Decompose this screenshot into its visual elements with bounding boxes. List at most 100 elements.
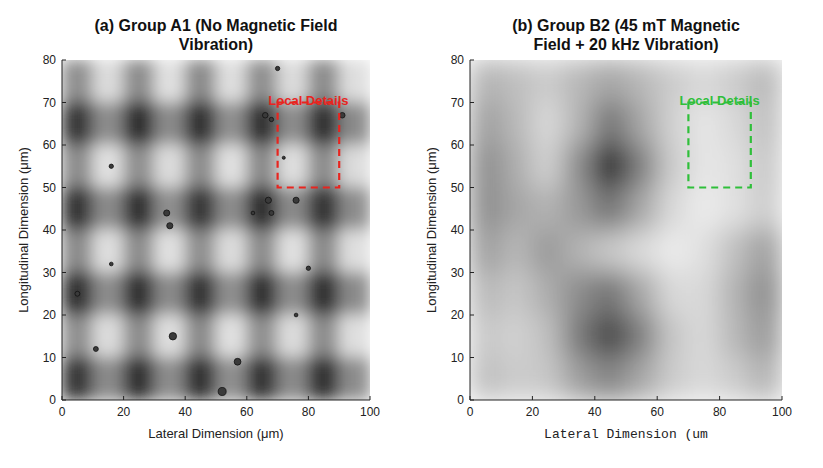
x-tick — [594, 396, 595, 400]
y-tick-label: 30 — [451, 266, 465, 280]
x-axis — [470, 400, 782, 401]
heat-cell — [92, 357, 124, 400]
heat-cell — [246, 187, 278, 231]
y-tick — [62, 272, 66, 273]
heat-cell — [154, 357, 186, 400]
heat-cell — [123, 60, 155, 103]
heat-cell — [594, 60, 626, 103]
x-tick — [308, 396, 309, 400]
heat-cell — [277, 272, 309, 316]
heat-cell — [657, 315, 689, 359]
title-line: Vibration) — [179, 36, 253, 53]
heat-cell — [719, 315, 751, 359]
heat-cell — [216, 145, 248, 189]
y-tick-label: 30 — [43, 266, 57, 280]
annotation-label: Local Details — [679, 93, 759, 108]
heat-cell — [62, 315, 93, 359]
x-tick-label: 20 — [117, 405, 131, 419]
heat-cell — [277, 230, 309, 274]
title: (b) Group B2 (45 mT MagneticField + 20 k… — [512, 17, 740, 53]
heat-cell — [470, 145, 502, 189]
heat-cell — [277, 357, 309, 400]
particle — [218, 387, 226, 395]
heat-cell — [501, 60, 533, 103]
x-tick-label: 80 — [302, 405, 316, 419]
y-tick — [470, 102, 474, 103]
heat-cell — [532, 187, 564, 231]
heat-cell — [62, 102, 93, 146]
heat-cell — [626, 60, 658, 103]
y-tick — [62, 400, 66, 401]
heat-cell — [277, 145, 309, 189]
heat-cell — [501, 145, 533, 189]
y-tick-label: 10 — [451, 351, 465, 365]
heat-cell — [688, 187, 720, 231]
y-tick — [62, 102, 66, 103]
panel: Local Details020406080100010203040506070… — [16, 17, 380, 441]
x-tick-label: 60 — [651, 405, 665, 419]
heat-cell — [154, 145, 186, 189]
heat-cell — [594, 230, 626, 274]
heat-cell — [750, 357, 782, 400]
annotation-box — [688, 103, 750, 188]
heat-cell — [470, 272, 502, 316]
heat-cell — [308, 145, 340, 189]
heat-cell — [626, 230, 658, 274]
heat-cell — [62, 357, 93, 400]
heat-cell — [185, 230, 217, 274]
heat-cell — [501, 230, 533, 274]
x-axis-title: Lateral Dimension (um — [544, 427, 708, 442]
heat-cell — [750, 315, 782, 359]
x-tick — [185, 396, 186, 400]
particle — [340, 112, 346, 118]
heat-cell — [185, 357, 217, 400]
y-tick-label: 0 — [457, 393, 464, 407]
heat-cell — [92, 187, 124, 231]
heat-cell — [563, 187, 595, 231]
heat-cell — [750, 272, 782, 316]
y-tick — [470, 187, 474, 188]
y-tick — [62, 230, 66, 231]
heat-cell — [594, 187, 626, 231]
particle — [294, 313, 298, 317]
heat-cell — [92, 272, 124, 316]
heat-cell — [750, 230, 782, 274]
particle — [269, 211, 274, 216]
x-tick-label: 40 — [588, 405, 602, 419]
heat-cell — [470, 315, 502, 359]
heat-cell — [277, 315, 309, 359]
heat-cell — [750, 102, 782, 146]
heat-cell — [123, 102, 155, 146]
heat-cell — [532, 230, 564, 274]
y-tick-label: 60 — [43, 138, 57, 152]
heat-cell — [246, 230, 278, 274]
y-tick-label: 40 — [43, 223, 57, 237]
x-tick-label: 20 — [526, 405, 540, 419]
heat-cell — [719, 230, 751, 274]
heat-cell — [657, 357, 689, 400]
heat-cell — [657, 145, 689, 189]
heat-cell — [92, 145, 124, 189]
heat-cell — [719, 272, 751, 316]
particle — [269, 117, 273, 121]
y-tick-label: 70 — [43, 96, 57, 110]
heat-cell — [470, 187, 502, 231]
heat-cell — [470, 60, 502, 103]
heat-cell — [594, 102, 626, 146]
heat-cell — [123, 315, 155, 359]
heat-cell — [657, 272, 689, 316]
heat-cell — [532, 60, 564, 103]
heat-cell — [563, 145, 595, 189]
y-tick — [470, 400, 474, 401]
y-tick — [62, 60, 66, 61]
x-tick — [370, 396, 371, 400]
heat-cell — [339, 145, 370, 189]
y-tick-label: 20 — [43, 308, 57, 322]
heat-cell — [470, 357, 502, 400]
heat-cell — [688, 357, 720, 400]
y-tick — [62, 145, 66, 146]
x-axis — [62, 400, 370, 401]
x-tick — [123, 396, 124, 400]
heat-cell — [339, 102, 370, 146]
heat-cell — [501, 315, 533, 359]
